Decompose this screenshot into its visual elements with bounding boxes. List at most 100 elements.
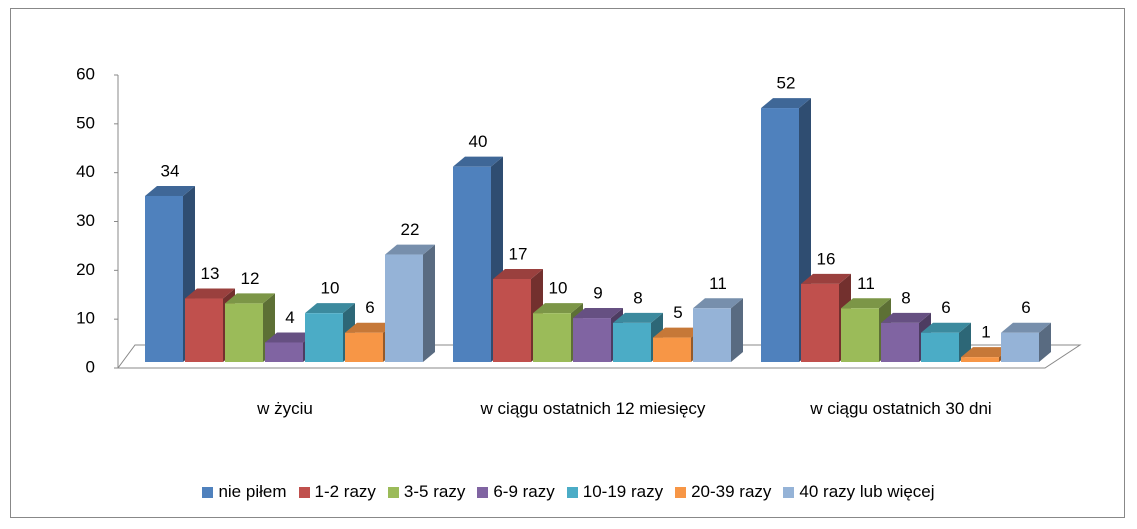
- bar-top: [453, 156, 503, 167]
- bar-top: [573, 308, 623, 319]
- legend-label: nie piłem: [218, 482, 287, 501]
- legend-item: 40 razy lub więcej: [783, 482, 935, 502]
- legend-label: 20-39 razy: [691, 482, 772, 501]
- bar: [801, 283, 839, 362]
- data-label: 17: [509, 244, 528, 263]
- bar-side: [1039, 322, 1051, 362]
- legend-label: 40 razy lub więcej: [799, 482, 935, 501]
- bar-top: [881, 312, 931, 323]
- data-label: 40: [469, 132, 488, 151]
- bar: [841, 308, 879, 362]
- bar-top: [841, 298, 891, 309]
- y-tick-label: 60: [76, 64, 95, 83]
- y-tick-label: 10: [76, 309, 95, 328]
- bar: [961, 357, 999, 362]
- legend-item: 10-19 razy: [566, 482, 664, 502]
- legend-swatch: [298, 486, 310, 498]
- bar-top: [345, 322, 395, 333]
- legend-item: 20-39 razy: [675, 482, 771, 502]
- data-label: 8: [633, 288, 642, 307]
- bar: [693, 308, 731, 362]
- bar-top: [1001, 322, 1051, 333]
- data-label: 5: [673, 303, 682, 322]
- legend-item: 1-2 razy: [298, 482, 376, 502]
- bar: [761, 108, 799, 362]
- legend: nie piłem 1-2 razy 3-5 razy 6-9 razy 10-19 r…: [12, 482, 1125, 502]
- bar-top: [305, 303, 355, 314]
- legend-swatch: [477, 486, 489, 498]
- y-tick-label: 0: [86, 357, 95, 376]
- data-label: 6: [1021, 298, 1030, 317]
- bar-top: [921, 322, 971, 333]
- legend-label: 3-5 razy: [403, 482, 466, 501]
- y-tick-label: 20: [76, 260, 95, 279]
- x-tick-label: w życiu: [257, 399, 313, 418]
- legend-item: 6-9 razy: [477, 482, 555, 502]
- bar: [493, 278, 531, 362]
- bar-top: [225, 293, 275, 304]
- bar: [265, 342, 303, 362]
- bar: [573, 318, 611, 362]
- bar: [225, 303, 263, 362]
- data-label: 8: [901, 288, 910, 307]
- x-tick-label: w ciągu ostatnich 30 dni: [810, 399, 992, 418]
- bar-top: [385, 244, 435, 255]
- y-tick-label: 40: [76, 162, 95, 181]
- data-label: 13: [201, 264, 220, 283]
- data-label: 16: [817, 249, 836, 268]
- legend-swatch: [387, 486, 399, 498]
- bar: [305, 313, 343, 362]
- legend-swatch: [675, 486, 687, 498]
- data-label: 9: [593, 284, 602, 303]
- legend-swatch: [783, 486, 795, 498]
- bar: [145, 195, 183, 362]
- bar-top: [533, 303, 583, 314]
- data-label: 52: [777, 74, 796, 93]
- bar: [881, 322, 919, 362]
- legend-swatch: [566, 486, 578, 498]
- data-label: 4: [285, 308, 294, 327]
- bar-top: [185, 288, 235, 299]
- bar: [345, 332, 383, 362]
- bar: [921, 332, 959, 362]
- bar-top: [761, 98, 811, 109]
- bar: [653, 337, 691, 362]
- bar: [185, 298, 223, 362]
- bar: [385, 254, 423, 362]
- data-label: 1: [981, 323, 990, 342]
- bar-top: [693, 298, 743, 309]
- legend-label: 10-19 razy: [582, 482, 664, 501]
- chart-border: [10, 8, 1125, 518]
- data-label: 10: [321, 279, 340, 298]
- x-tick-label: w ciągu ostatnich 12 miesięcy: [480, 399, 706, 418]
- data-label: 11: [709, 274, 727, 293]
- data-label: 10: [549, 279, 568, 298]
- bar-top: [653, 327, 703, 338]
- legend-label: 1-2 razy: [314, 482, 376, 501]
- bar: [1001, 332, 1039, 362]
- bar: [453, 166, 491, 362]
- bar-top: [613, 312, 663, 323]
- data-label: 34: [161, 161, 180, 180]
- legend-label: 6-9 razy: [493, 482, 555, 501]
- bar-top: [265, 332, 315, 343]
- bar-top: [961, 347, 1011, 358]
- bar: [533, 313, 571, 362]
- legend-item: nie piłem: [202, 482, 287, 502]
- data-label: 11: [857, 274, 875, 293]
- bar-side: [731, 298, 743, 362]
- legend-item: 3-5 razy: [387, 482, 466, 502]
- legend-swatch: [202, 486, 214, 498]
- y-tick-label: 30: [76, 211, 95, 230]
- bar-top: [493, 268, 543, 279]
- bar-top: [801, 273, 851, 284]
- data-label: 12: [241, 269, 260, 288]
- bar: [613, 322, 651, 362]
- data-label: 22: [401, 220, 420, 239]
- data-label: 6: [365, 298, 374, 317]
- y-tick-label: 50: [76, 113, 95, 132]
- bar-side: [423, 244, 435, 362]
- bar-top: [145, 185, 195, 196]
- data-label: 6: [941, 298, 950, 317]
